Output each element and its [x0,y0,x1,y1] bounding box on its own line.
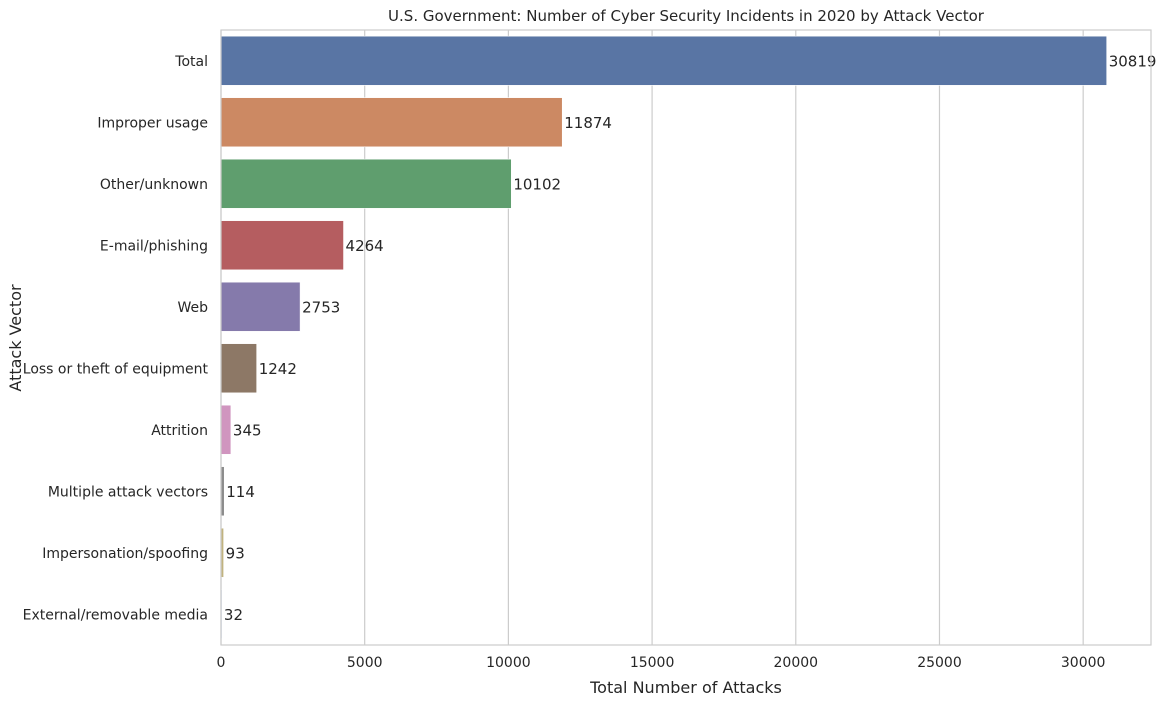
y-tick-label: E-mail/phishing [100,238,208,254]
bar-value-label: 10102 [513,175,561,193]
bar [220,35,1108,86]
y-tick-label: Attrition [151,423,208,439]
value-labels: 30819 11874 10102 4264 2753 1242 345 114 93 32 [224,52,1157,624]
x-tick-label: 10000 [486,655,531,671]
bar-value-label: 345 [233,421,262,439]
x-tick-label: 15000 [630,655,675,671]
bar-value-label: 1242 [259,360,297,378]
y-tick-label: Other/unknown [100,177,208,193]
bar-value-label: 4264 [346,237,384,255]
x-tick-label: 20000 [774,655,819,671]
x-tick-label: 25000 [917,655,962,671]
bar-value-label: 93 [226,544,245,562]
bars [220,35,1108,640]
x-tick-label: 0 [217,655,226,671]
bar [220,404,232,455]
bar [220,281,301,332]
bar [220,158,512,209]
bar-value-label: 2753 [302,298,340,316]
x-tick-labels: 0 5000 10000 15000 20000 25000 30000 [217,655,1106,671]
y-tick-label: Total [174,54,208,70]
y-tick-label: Improper usage [97,115,208,131]
y-tick-label: Impersonation/spoofing [42,546,208,562]
plot-frame [220,29,1152,646]
bar-value-label: 114 [226,483,255,501]
y-tick-label: Web [177,300,208,316]
bar [220,220,344,271]
y-tick-label: External/removable media [23,607,208,623]
chart-title: U.S. Government: Number of Cyber Securit… [388,7,985,25]
bar [220,97,563,148]
x-tick-label: 30000 [1061,655,1106,671]
x-tick-label: 5000 [347,655,383,671]
bar-value-label: 30819 [1109,52,1157,70]
bar [220,343,257,394]
bar-value-label: 32 [224,606,243,624]
y-tick-label: Multiple attack vectors [48,484,208,500]
x-axis-label: Total Number of Attacks [589,678,782,697]
y-tick-labels: Total Improper usage Other/unknown E-mail/p… [23,54,209,624]
bar-value-label: 11874 [564,114,612,132]
y-axis-label: Attack Vector [6,284,25,392]
y-tick-label: Loss or theft of equipment [23,361,209,377]
